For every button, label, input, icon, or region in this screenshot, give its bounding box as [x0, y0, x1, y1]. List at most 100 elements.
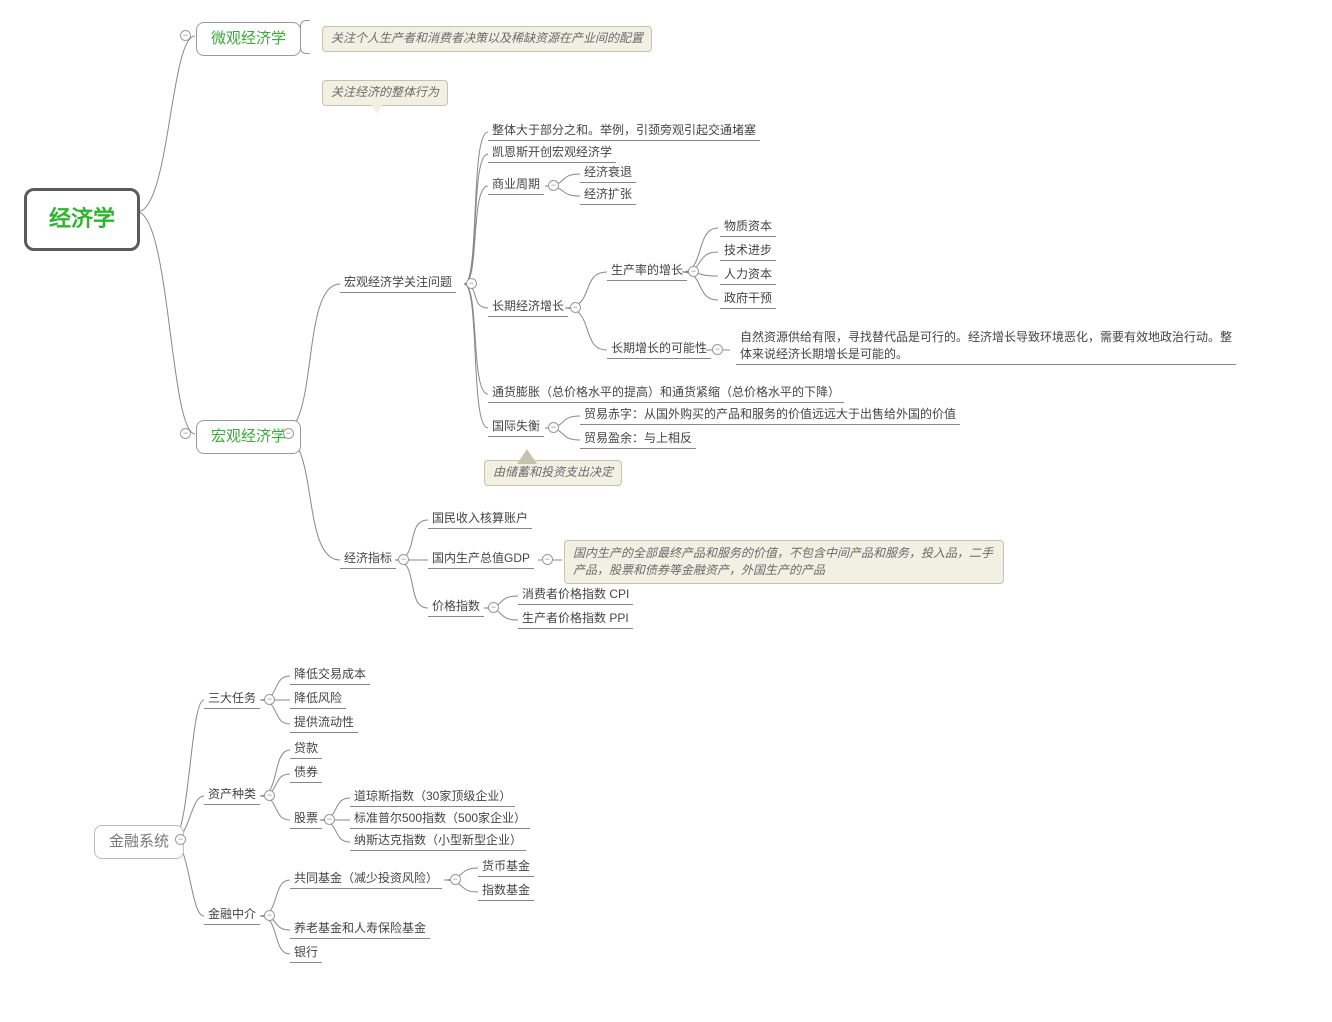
node-macro-focus[interactable]: 宏观经济学关注问题 — [340, 273, 456, 293]
toggle-icon[interactable] — [466, 278, 477, 289]
label: 三大任务 — [208, 691, 256, 705]
node-business-cycle[interactable]: 商业周期 — [488, 175, 544, 195]
label: 经济衰退 — [584, 165, 632, 179]
toggle-icon[interactable] — [570, 302, 581, 313]
node-nasdaq[interactable]: 纳斯达克指数（小型新型企业） — [350, 831, 526, 851]
label: 国民收入核算账户 — [432, 511, 528, 525]
node-tasks[interactable]: 三大任务 — [204, 689, 260, 709]
toggle-icon[interactable] — [548, 422, 559, 433]
node-nia[interactable]: 国民收入核算账户 — [428, 509, 532, 529]
toggle-icon[interactable] — [264, 694, 275, 705]
label: 政府干预 — [724, 291, 772, 305]
label: 长期经济增长 — [492, 299, 564, 313]
node-bank[interactable]: 银行 — [290, 943, 322, 963]
node-pension[interactable]: 养老基金和人寿保险基金 — [290, 919, 430, 939]
node-dji[interactable]: 道琼斯指数（30家顶级企业） — [350, 787, 515, 807]
node-possibility[interactable]: 长期增长的可能性 — [607, 339, 711, 359]
label: 经济指标 — [344, 551, 392, 565]
toggle-icon[interactable] — [450, 874, 461, 885]
node-indicators[interactable]: 经济指标 — [340, 549, 396, 569]
node-t3[interactable]: 提供流动性 — [290, 713, 358, 733]
node-surplus[interactable]: 贸易盈余：与上相反 — [580, 429, 696, 449]
label: 贸易赤字：从国外购买的产品和服务的价值远远大于出售给外国的价值 — [584, 407, 956, 421]
node-t2[interactable]: 降低风险 — [290, 689, 346, 709]
node-whole-gt-parts[interactable]: 整体大于部分之和。举例，引颈旁观引起交通堵塞 — [488, 121, 760, 141]
label: 国内生产总值GDP — [432, 551, 530, 565]
node-fin[interactable]: 金融系统 — [94, 825, 184, 859]
node-stock[interactable]: 股票 — [290, 809, 322, 829]
node-inflation[interactable]: 通货膨胀（总价格水平的提高）和通货紧缩（总价格水平的下降） — [488, 383, 844, 403]
intl-note: 由储蓄和投资支出决定 — [484, 460, 622, 486]
node-t1[interactable]: 降低交易成本 — [290, 665, 370, 685]
toggle-icon[interactable] — [542, 554, 553, 565]
node-ppi[interactable]: 生产者价格指数 PPI — [518, 609, 633, 629]
label: 养老基金和人寿保险基金 — [294, 921, 426, 935]
node-long-term[interactable]: 长期经济增长 — [488, 297, 568, 317]
node-bond[interactable]: 债券 — [290, 763, 322, 783]
node-loan[interactable]: 贷款 — [290, 739, 322, 759]
callout-tail-icon — [518, 449, 536, 463]
label: 价格指数 — [432, 599, 480, 613]
toggle-icon[interactable] — [688, 266, 699, 277]
node-recession[interactable]: 经济衰退 — [580, 163, 636, 183]
label: 标准普尔500指数（500家企业） — [354, 811, 526, 825]
node-micro[interactable]: 微观经济学 — [196, 22, 301, 56]
node-tech[interactable]: 技术进步 — [720, 241, 776, 261]
toggle-icon[interactable] — [180, 30, 191, 41]
label: 纳斯达克指数（小型新型企业） — [354, 833, 522, 847]
node-macro-label: 宏观经济学 — [211, 428, 286, 445]
node-expansion[interactable]: 经济扩张 — [580, 185, 636, 205]
toggle-icon[interactable] — [264, 790, 275, 801]
node-price-index[interactable]: 价格指数 — [428, 597, 484, 617]
node-intl[interactable]: 国际失衡 — [488, 417, 544, 437]
node-mm[interactable]: 货币基金 — [478, 857, 534, 877]
node-deficit[interactable]: 贸易赤字：从国外购买的产品和服务的价值远远大于出售给外国的价值 — [580, 405, 960, 425]
node-mutual[interactable]: 共同基金（减少投资风险） — [290, 869, 442, 889]
toggle-icon[interactable] — [548, 180, 559, 191]
label: 生产者价格指数 PPI — [522, 611, 629, 625]
node-idx[interactable]: 指数基金 — [478, 881, 534, 901]
node-micro-label: 微观经济学 — [211, 30, 286, 47]
micro-note-text: 关注个人生产者和消费者决策以及稀缺资源在产业间的配置 — [331, 31, 643, 45]
toggle-icon[interactable] — [264, 910, 275, 921]
label: 贸易盈余：与上相反 — [584, 431, 692, 445]
micro-note: 关注个人生产者和消费者决策以及稀缺资源在产业间的配置 — [322, 26, 652, 52]
toggle-icon[interactable] — [324, 814, 335, 825]
label: 物质资本 — [724, 219, 772, 233]
node-keynes[interactable]: 凯恩斯开创宏观经济学 — [488, 143, 616, 163]
label: 降低交易成本 — [294, 667, 366, 681]
node-cpi[interactable]: 消费者价格指数 CPI — [518, 585, 633, 605]
bracket-icon — [300, 20, 310, 54]
node-possibility-note: 自然资源供给有限，寻找替代品是可行的。经济增长导致环境恶化，需要有效地政治行动。… — [736, 327, 1236, 365]
node-capital[interactable]: 物质资本 — [720, 217, 776, 237]
toggle-icon[interactable] — [283, 428, 294, 439]
node-gov[interactable]: 政府干预 — [720, 289, 776, 309]
node-sp500[interactable]: 标准普尔500指数（500家企业） — [350, 809, 530, 829]
toggle-icon[interactable] — [180, 428, 191, 439]
label: 生产率的增长 — [611, 263, 683, 277]
label: 金融中介 — [208, 907, 256, 921]
node-human[interactable]: 人力资本 — [720, 265, 776, 285]
label: 金融系统 — [109, 833, 169, 850]
gdp-note-text: 国内生产的全部最终产品和服务的价值，不包含中间产品和服务，投入品，二手产品，股票… — [573, 546, 993, 577]
callout-tail-icon — [368, 99, 386, 113]
node-intermediary[interactable]: 金融中介 — [204, 905, 260, 925]
toggle-icon[interactable] — [488, 602, 499, 613]
toggle-icon[interactable] — [712, 344, 723, 355]
node-productivity[interactable]: 生产率的增长 — [607, 261, 687, 281]
node-gdp[interactable]: 国内生产总值GDP — [428, 549, 534, 569]
root-node[interactable]: 经济学 — [24, 188, 140, 251]
toggle-icon[interactable] — [398, 554, 409, 565]
label: 资产种类 — [208, 787, 256, 801]
label: 货币基金 — [482, 859, 530, 873]
gdp-note: 国内生产的全部最终产品和服务的价值，不包含中间产品和服务，投入品，二手产品，股票… — [564, 540, 1004, 584]
macro-callout-text: 关注经济的整体行为 — [331, 85, 439, 99]
label: 长期增长的可能性 — [611, 341, 707, 355]
toggle-icon[interactable] — [175, 834, 186, 845]
label: 道琼斯指数（30家顶级企业） — [354, 789, 511, 803]
label: 共同基金（减少投资风险） — [294, 871, 438, 885]
node-assets[interactable]: 资产种类 — [204, 785, 260, 805]
label: 整体大于部分之和。举例，引颈旁观引起交通堵塞 — [492, 123, 756, 137]
label: 债券 — [294, 765, 318, 779]
label: 降低风险 — [294, 691, 342, 705]
